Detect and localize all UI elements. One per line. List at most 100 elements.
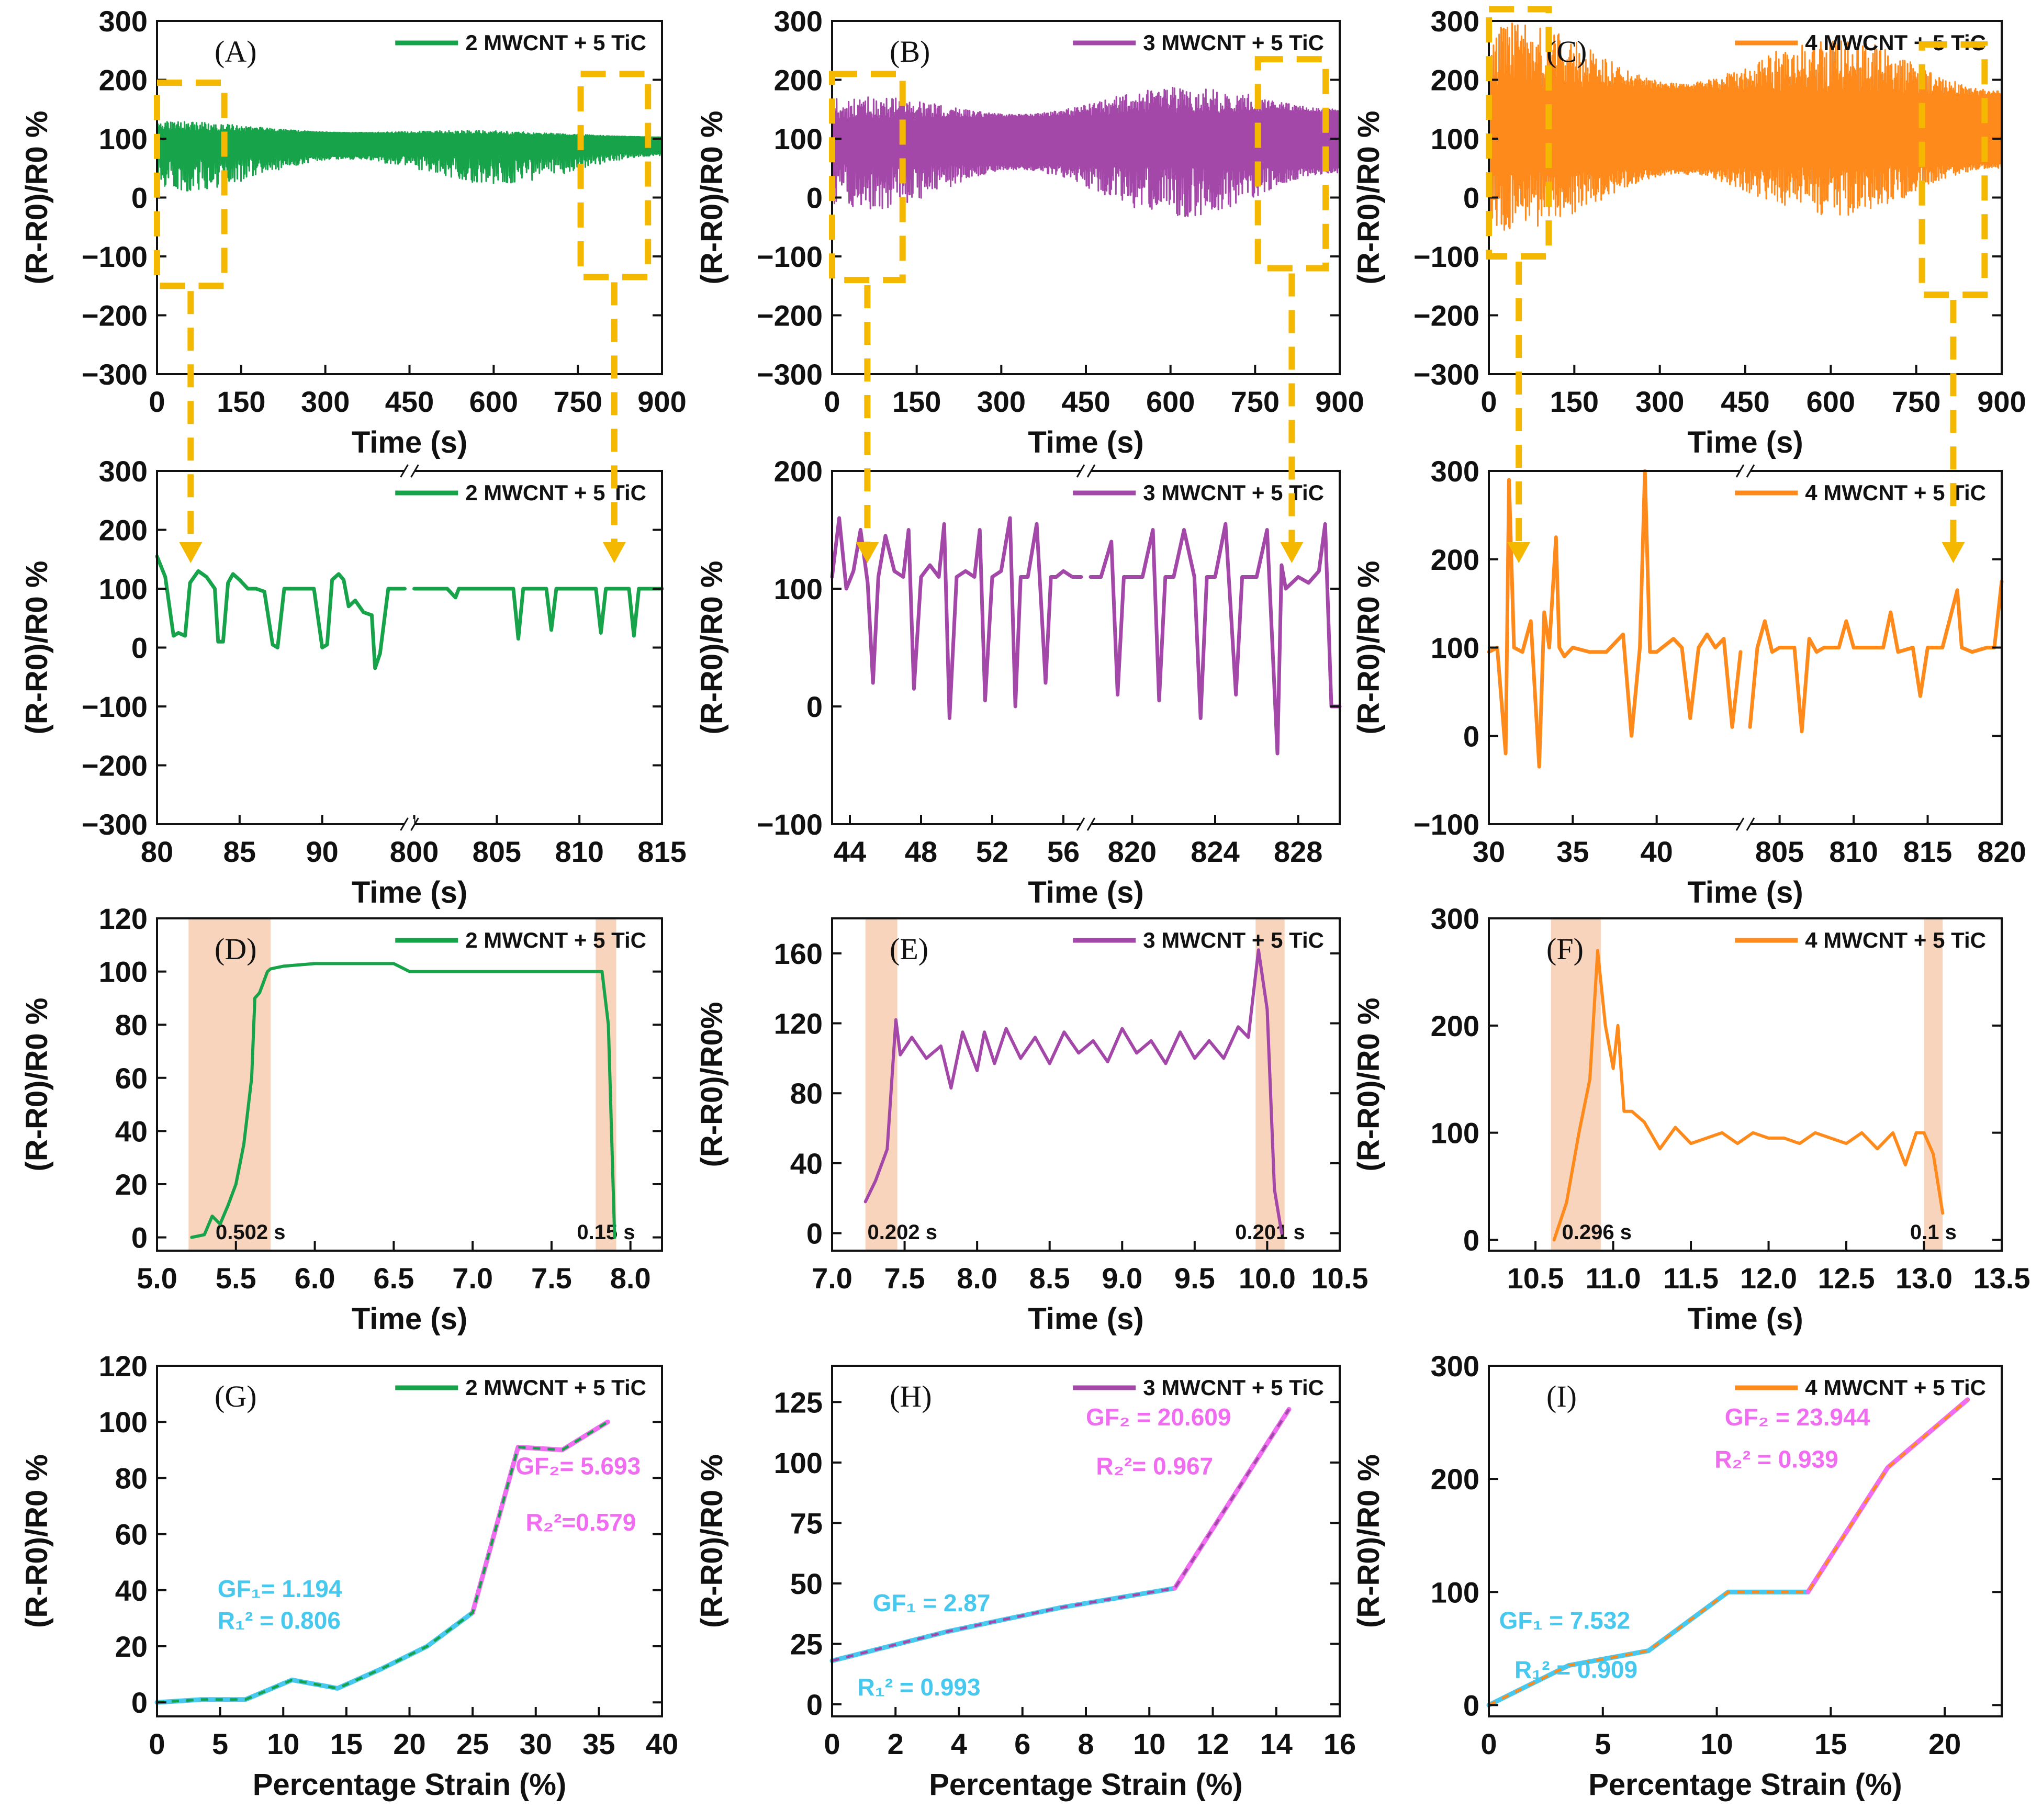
y-tick-label-A2: 300	[99, 455, 148, 488]
x-axis-label-C2: Time (s)	[1687, 875, 1803, 909]
x-tick-label-G: 0	[149, 1727, 165, 1760]
axis-break-mark	[1086, 817, 1096, 831]
x-tick-label-G: 30	[520, 1727, 552, 1760]
y-tick-label-D: 120	[99, 902, 148, 935]
panel-F: 0.296 s 0.1 s 0 100 200 300 10.5 11.0 11.5 12.0 12…	[1352, 902, 2030, 1336]
y-tick-label-C: −200	[1413, 299, 1479, 332]
x-tick-label-H: 2	[888, 1727, 904, 1760]
x-tick-label-F: 13.0	[1895, 1262, 1953, 1295]
x-tick-label-A: 600	[469, 385, 518, 418]
data-line-A2-segment-1	[155, 554, 407, 670]
x-tick-label-G: 20	[393, 1727, 425, 1760]
zoom-arrow-A-2-head	[602, 542, 626, 563]
x-tick-label-H: 14	[1260, 1727, 1293, 1760]
x-axis-label-A2: Time (s)	[352, 875, 467, 909]
y-tick-label-A2: −200	[82, 749, 148, 782]
axis-break-mark	[1076, 817, 1085, 831]
legend-label-B: 3 MWCNT + 5 TiC	[1143, 30, 1324, 55]
y-tick-label-B: 300	[774, 5, 823, 38]
y-axis-label-I: (R-R0)/R0 %	[1352, 1454, 1386, 1628]
data-line-A	[156, 121, 663, 192]
y-tick-label-A: −100	[82, 240, 148, 273]
panel-H: 0 25 50 75 100 125 0 2 4 6 8 10 12 14 16 Percentage Str…	[695, 1365, 1356, 1802]
y-tick-label-C2: 300	[1431, 455, 1479, 488]
zoom-window-A	[154, 80, 228, 289]
zoom-window-A	[577, 71, 652, 280]
x-tick-label-A: 450	[385, 385, 434, 418]
x-tick-label-C2: 820	[1977, 835, 2026, 868]
x-tick-label-F: 12.0	[1740, 1262, 1797, 1295]
y-tick-label-D: 100	[99, 956, 148, 988]
legend-label-C: 4 MWCNT + 5 TiC	[1805, 30, 1986, 55]
x-tick-label-I: 5	[1595, 1727, 1611, 1760]
y-tick-label-A: 100	[99, 122, 148, 155]
axis-break-mark	[400, 464, 409, 478]
panel-E: 0.202 s 0.201 s 0 40 80 120 160 7.0 7.5 8.0 8.5 9.0…	[695, 917, 1368, 1336]
y-tick-label-A: 200	[99, 64, 148, 97]
axis-break-gap	[1081, 819, 1091, 829]
y-tick-label-F: 0	[1463, 1224, 1479, 1257]
y-tick-label-B: −300	[757, 358, 823, 391]
axis-break-mark	[1746, 464, 1755, 478]
axis-break-gap	[1081, 466, 1091, 476]
legend-label-G: 2 MWCNT + 5 TiC	[465, 1375, 646, 1400]
panel-B: −300 −200 −100 0 100 200 300 0 150 300 450 600 750 90…	[695, 5, 1364, 459]
response-time-label-F: 0.296 s	[1562, 1221, 1632, 1244]
x-tick-label-H: 4	[951, 1727, 967, 1760]
y-tick-label-B2: 100	[774, 572, 823, 605]
y-tick-label-B: 100	[774, 122, 823, 155]
x-tick-label-G: 40	[646, 1727, 678, 1760]
plot-frame-F	[1488, 917, 2003, 1252]
legend-label-A2: 2 MWCNT + 5 TiC	[465, 480, 646, 505]
x-tick-label-A2: 800	[390, 835, 439, 868]
y-axis-label-F: (R-R0)/R0 %	[1352, 998, 1386, 1172]
x-tick-label-C: 750	[1892, 385, 1940, 418]
y-tick-label-A2: −300	[82, 808, 148, 841]
x-tick-label-C2: 805	[1755, 835, 1804, 868]
x-axis-label-D: Time (s)	[352, 1302, 467, 1336]
annotation-gf2-I: GF₂ = 23.944	[1725, 1403, 1870, 1431]
axis-break-gap	[1741, 819, 1750, 829]
zoom-window-B	[829, 71, 906, 283]
x-tick-label-C2: 815	[1903, 835, 1952, 868]
x-tick-label-E: 8.5	[1029, 1262, 1070, 1295]
axis-break-mark	[1086, 464, 1096, 478]
y-tick-label-A: 300	[99, 5, 148, 38]
x-tick-label-D: 6.5	[373, 1262, 414, 1295]
y-tick-label-D: 80	[115, 1008, 148, 1041]
y-tick-label-D: 0	[131, 1221, 148, 1254]
annotation-gf1-I: GF₁ = 7.532	[1499, 1607, 1630, 1634]
x-tick-label-C2: 35	[1556, 835, 1589, 868]
y-axis-label-A: (R-R0)/R0 %	[20, 111, 54, 285]
annotation-r2-H: R₂²= 0.967	[1096, 1453, 1213, 1480]
y-tick-label-D: 40	[115, 1115, 148, 1148]
x-tick-label-C: 600	[1807, 385, 1855, 418]
response-time-label-D: 0.502 s	[216, 1221, 285, 1244]
y-tick-label-C2: 200	[1431, 543, 1479, 576]
x-tick-label-A: 150	[217, 385, 265, 418]
legend-label-C2: 4 MWCNT + 5 TiC	[1805, 480, 1986, 505]
axis-break-gap	[405, 466, 414, 476]
x-tick-label-I: 10	[1700, 1727, 1733, 1760]
response-time-label-D: 0.15 s	[577, 1221, 635, 1244]
x-axis-label-G: Percentage Strain (%)	[253, 1768, 567, 1802]
y-tick-label-E: 80	[790, 1077, 823, 1110]
y-tick-label-B: −200	[757, 299, 823, 332]
y-tick-label-G: 0	[131, 1686, 148, 1719]
x-tick-label-D: 8.0	[610, 1262, 651, 1295]
y-tick-label-B2: −100	[757, 808, 823, 841]
x-tick-label-I: 0	[1480, 1727, 1497, 1760]
x-axis-label-B2: Time (s)	[1028, 875, 1143, 909]
data-line-B	[831, 86, 1341, 217]
response-time-shade-D	[188, 918, 271, 1251]
y-tick-label-A: −200	[82, 299, 148, 332]
y-axis-label-E: (R-R0)/R0%	[695, 1002, 729, 1167]
x-tick-label-E: 10.0	[1239, 1262, 1296, 1295]
x-axis-label-I: Percentage Strain (%)	[1588, 1768, 1902, 1802]
response-time-label-F: 0.1 s	[1910, 1221, 1957, 1244]
data-line-H	[832, 1408, 1291, 1662]
y-tick-label-E: 160	[774, 937, 823, 970]
axis-break-mark	[410, 817, 419, 831]
x-tick-label-B2: 44	[834, 835, 866, 868]
panel-C: −300 −200 −100 0 100 200 300 0 150 300 450 600 750 90…	[1352, 5, 2026, 459]
